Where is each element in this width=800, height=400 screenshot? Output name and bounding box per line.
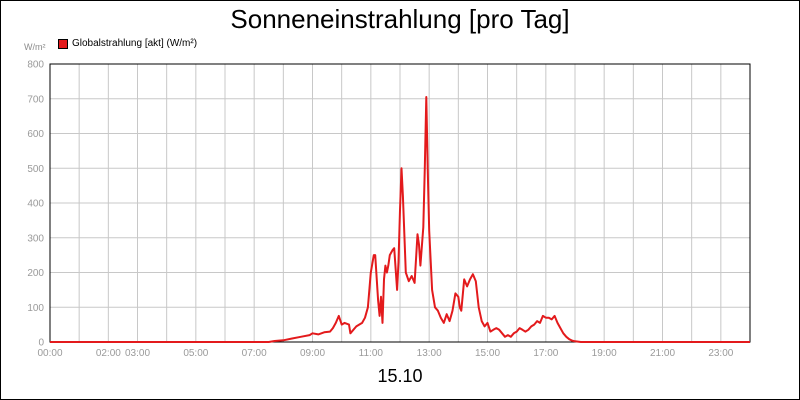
y-tick-label: 0 <box>38 338 44 349</box>
y-tick-label: 400 <box>27 199 44 210</box>
x-tick-label: 19:00 <box>592 348 617 359</box>
plot-area-border <box>49 63 751 343</box>
x-tick-label: 23:00 <box>708 348 733 359</box>
x-tick-label: 21:00 <box>650 348 675 359</box>
x-axis-ticks: 00:00 02:00 03:00 05:00 07:00 09:00 11:00 13:00… <box>37 348 733 359</box>
series-layer <box>50 96 750 343</box>
x-tick-label: 02:00 <box>96 348 121 359</box>
grid-lines <box>50 64 750 342</box>
y-tick-label: 600 <box>27 129 44 140</box>
x-tick-label: 15:00 <box>475 348 500 359</box>
series-line-globalstrahlung <box>50 96 750 343</box>
x-tick-label: 07:00 <box>242 348 267 359</box>
y-tick-label: 100 <box>27 303 44 314</box>
x-tick-label: 03:00 <box>125 348 150 359</box>
x-tick-label: 09:00 <box>300 348 325 359</box>
y-tick-label: 800 <box>27 60 44 71</box>
x-axis-label: 15.10 <box>377 366 423 386</box>
x-tick-label: 17:00 <box>533 348 558 359</box>
legend-label: Globalstrahlung [akt] (W/m²) <box>72 38 198 49</box>
x-tick-label: 13:00 <box>417 348 442 359</box>
y-tick-label: 500 <box>27 164 44 175</box>
y-axis-ticks: 0 100 200 300 400 500 600 700 800 <box>27 60 44 349</box>
chart-title: Sonneneinstrahlung [pro Tag] <box>230 4 570 34</box>
x-tick-label: 00:00 <box>37 348 62 359</box>
x-tick-label: 05:00 <box>183 348 208 359</box>
y-tick-label: 700 <box>27 94 44 105</box>
x-tick-label: 11:00 <box>359 348 384 359</box>
legend: Globalstrahlung [akt] (W/m²) <box>58 38 197 49</box>
y-tick-label: 300 <box>27 233 44 244</box>
y-tick-label: 200 <box>27 268 44 279</box>
unit-label: W/m² <box>24 42 46 52</box>
legend-swatch <box>58 38 68 49</box>
